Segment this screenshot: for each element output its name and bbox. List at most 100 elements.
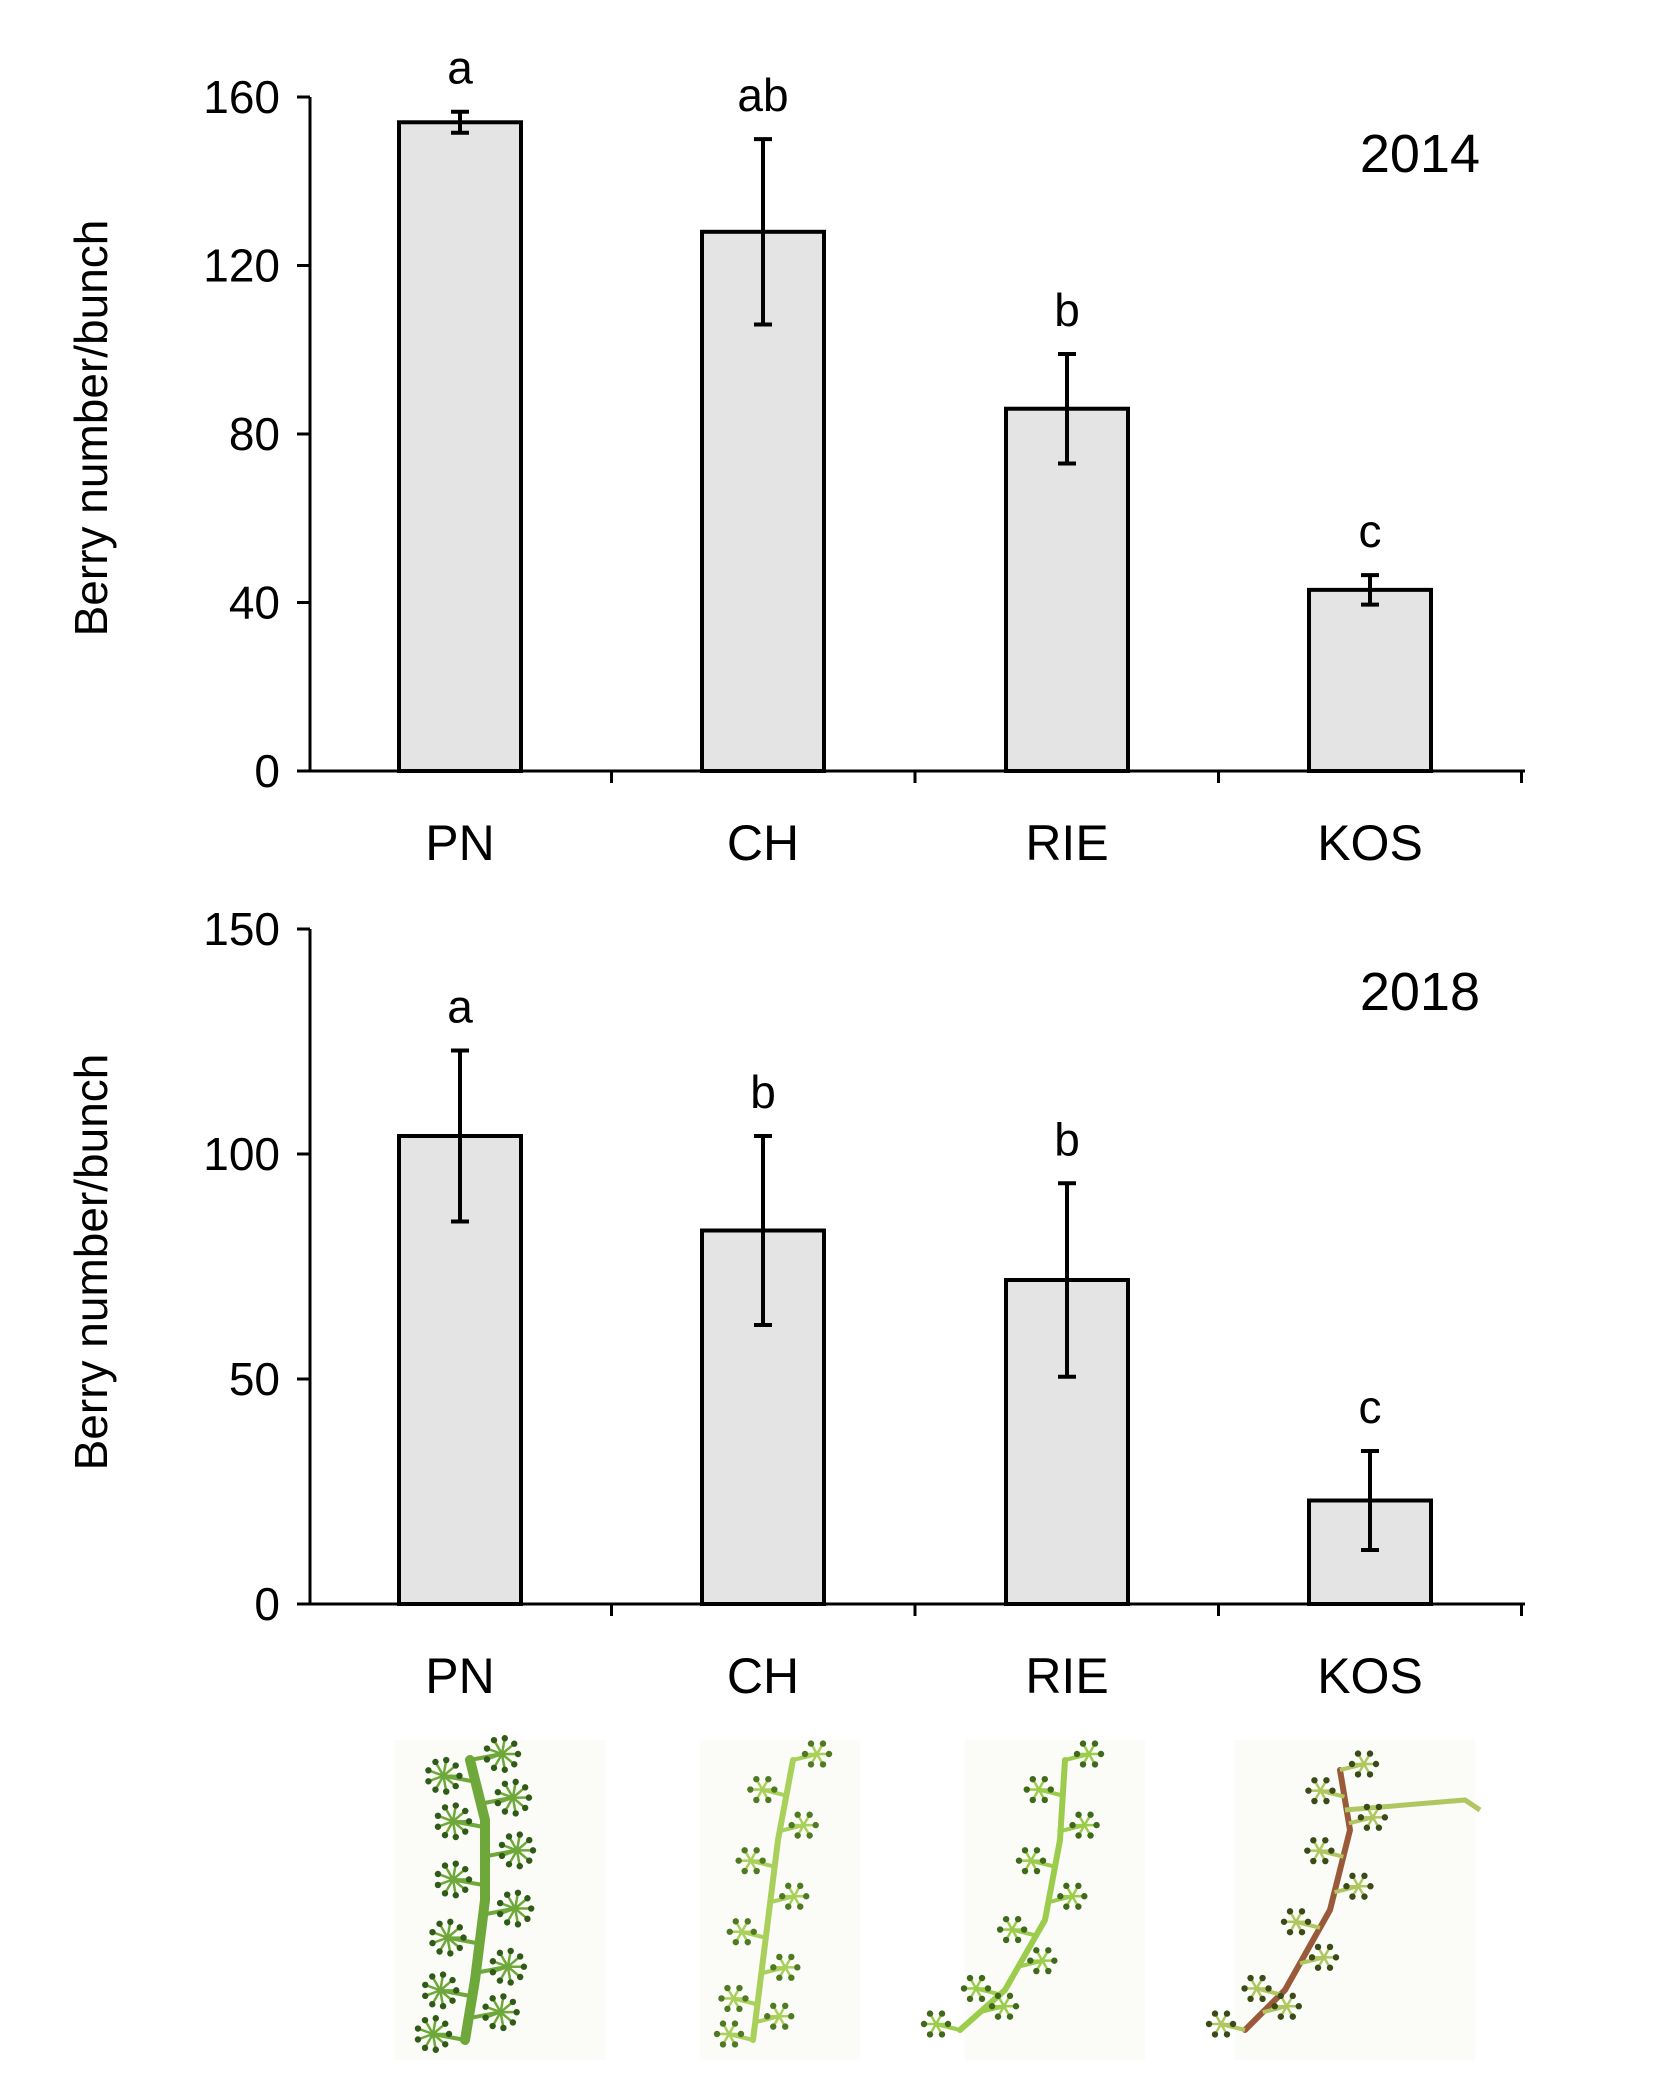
bud (436, 1948, 443, 1955)
bud (1014, 1936, 1022, 1944)
bud (1029, 1796, 1036, 1804)
bud (1354, 1750, 1362, 1757)
bud (1311, 1797, 1318, 1805)
bud (1349, 1893, 1356, 1900)
bud (1381, 1814, 1389, 1821)
category-label: RIE (1025, 815, 1108, 871)
bud (429, 2001, 436, 2008)
chart-2018: Berry number/bunch 2018 0 50 100 150 a PN b CH b… (65, 903, 1525, 1704)
bud (421, 2016, 429, 2024)
bud (788, 1821, 795, 1829)
bud (483, 1756, 491, 1763)
bud (978, 1974, 986, 1982)
bud (938, 2010, 946, 2017)
bud (441, 1890, 449, 1897)
bud (938, 2031, 946, 2038)
bud (1075, 1882, 1082, 1890)
bud (1091, 1740, 1099, 1747)
category-label: RIE (1025, 1648, 1108, 1704)
significance-letter: b (1054, 284, 1080, 336)
significance-letter: c (1359, 1381, 1382, 1433)
bud (452, 1762, 459, 1769)
bud (443, 1756, 450, 1764)
bud (1012, 2003, 1020, 2010)
bud (489, 1968, 497, 1976)
category-label: PN (425, 1648, 494, 1704)
significance-letter: b (1054, 1113, 1080, 1165)
bud (1223, 2010, 1231, 2017)
error-bar-pn (451, 1048, 469, 1224)
bud (425, 1767, 432, 1774)
bar-rie (1004, 406, 1130, 773)
bud (512, 1778, 519, 1786)
significance-letter: a (447, 42, 473, 94)
bud (1349, 1872, 1356, 1880)
error-bar-pn (451, 109, 469, 135)
bud (1314, 1964, 1322, 1971)
bud (501, 1735, 508, 1742)
bud (1079, 1761, 1087, 1768)
side-branch (1344, 1797, 1482, 1813)
bud (422, 1992, 429, 2000)
main-stem (460, 1755, 490, 2045)
photo-kos (1205, 1740, 1482, 2060)
bud (439, 2002, 447, 2010)
bud (1363, 1803, 1371, 1811)
bud (500, 2024, 507, 2032)
bud (514, 1889, 522, 1896)
bud (1305, 1787, 1312, 1794)
bud (432, 2015, 439, 2022)
bud (984, 1985, 992, 1992)
bud (462, 1828, 469, 1835)
bud (490, 1736, 498, 1744)
bud (1280, 1918, 1288, 1925)
bud (1372, 1760, 1380, 1768)
bud (741, 1867, 748, 1875)
bud (1069, 1821, 1076, 1829)
bud (782, 2023, 789, 2030)
bud (432, 2046, 439, 2053)
bud (1277, 2013, 1284, 2020)
bud (514, 1750, 522, 1758)
y-tick-label: 120 (203, 240, 280, 292)
bud (719, 2041, 727, 2048)
y-tick-label: 100 (203, 1128, 280, 1180)
bud (1006, 2013, 1014, 2020)
bud (994, 1992, 1002, 2000)
bud (1211, 2010, 1219, 2017)
y-tick-label: 0 (254, 745, 280, 797)
bud (812, 1821, 819, 1829)
bud (452, 1782, 459, 1790)
bud (1298, 1908, 1306, 1915)
bud (443, 1788, 450, 1795)
error-bar-kos (1361, 573, 1379, 607)
bud (1311, 1777, 1318, 1784)
bud (1045, 1967, 1052, 1975)
bud (511, 1740, 518, 1747)
category-label: PN (425, 815, 494, 871)
bud (1332, 1954, 1340, 1961)
bud (509, 1998, 517, 2006)
error-bar-ch (754, 1134, 772, 1327)
bud (1041, 1796, 1048, 1804)
bud (1310, 1857, 1317, 1865)
bud (498, 1852, 506, 1860)
bud (1021, 1847, 1029, 1854)
bud (1075, 1832, 1082, 1839)
bud (1366, 1771, 1374, 1778)
bud (527, 1905, 535, 1912)
bud (1295, 2003, 1302, 2010)
significance-letter: ab (737, 69, 788, 121)
bud (744, 1918, 751, 1925)
bud (521, 1784, 529, 1791)
bud (441, 1862, 449, 1869)
bud (513, 2008, 520, 2016)
bud (441, 1804, 449, 1811)
bud (1051, 1957, 1058, 1964)
bud (724, 2005, 731, 2013)
bud (1304, 1847, 1311, 1854)
bud (1298, 1928, 1306, 1936)
bud (1348, 1760, 1356, 1768)
bud (439, 1971, 447, 1978)
bud (731, 2041, 739, 2048)
